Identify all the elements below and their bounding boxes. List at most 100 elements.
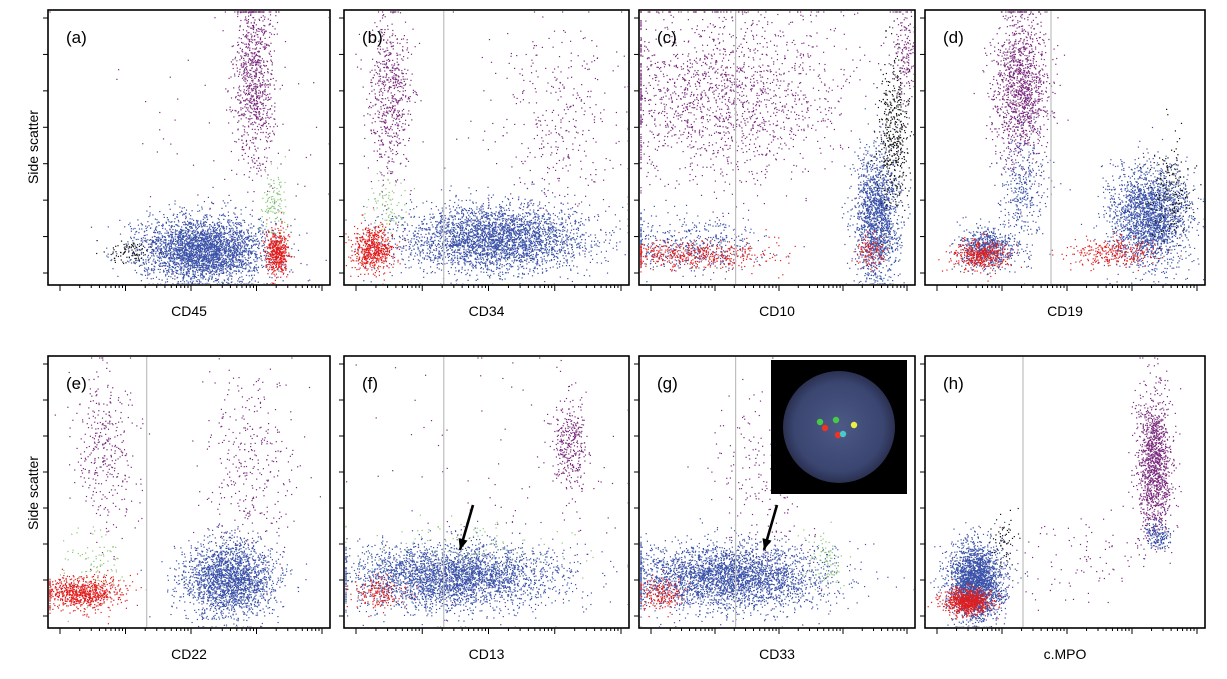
point (275, 264, 277, 266)
point (187, 224, 189, 226)
point (157, 248, 159, 250)
point (262, 197, 264, 199)
point (258, 50, 260, 52)
point (204, 267, 206, 269)
point (188, 244, 190, 247)
point (201, 234, 203, 236)
point (213, 160, 215, 162)
point (134, 257, 136, 260)
point (192, 270, 194, 272)
point (172, 258, 174, 260)
point (160, 250, 162, 252)
point (245, 53, 247, 55)
point (247, 72, 249, 74)
point (195, 262, 197, 264)
point (210, 272, 212, 274)
point (217, 278, 219, 280)
point (171, 231, 173, 234)
point (200, 277, 202, 279)
point (269, 108, 271, 111)
point (163, 214, 165, 216)
point (223, 250, 225, 252)
point (243, 68, 246, 70)
point (223, 228, 225, 230)
point (245, 144, 247, 147)
point (277, 240, 279, 243)
point (222, 272, 224, 274)
point (210, 247, 212, 249)
point (208, 268, 210, 270)
point (274, 212, 277, 214)
point (242, 256, 244, 258)
point (197, 224, 199, 226)
point (251, 89, 253, 91)
point (218, 258, 220, 260)
point (223, 245, 225, 247)
point (194, 283, 196, 284)
point (181, 243, 183, 245)
point (189, 243, 191, 245)
point (215, 257, 217, 259)
point (230, 111, 232, 113)
point (220, 263, 222, 265)
point (261, 103, 263, 105)
cluster-red-3 (259, 212, 295, 284)
point (185, 259, 187, 261)
point (148, 215, 150, 218)
point (193, 283, 195, 284)
point (266, 246, 268, 248)
point (217, 257, 219, 259)
point (253, 83, 255, 85)
point (269, 126, 271, 128)
point (268, 255, 270, 257)
point (141, 239, 143, 241)
point (281, 239, 283, 242)
point (253, 239, 255, 241)
point (258, 123, 260, 125)
point (195, 226, 197, 228)
point (213, 246, 215, 248)
point (256, 84, 258, 86)
point (260, 71, 262, 73)
point (286, 276, 288, 278)
point (248, 101, 250, 103)
point (233, 236, 235, 238)
point (243, 112, 245, 115)
point (212, 266, 214, 268)
point (276, 250, 278, 252)
point (246, 72, 248, 74)
point (195, 237, 197, 239)
point (140, 251, 143, 253)
point (164, 244, 167, 246)
point (249, 98, 251, 100)
point (241, 225, 243, 227)
point (237, 242, 239, 244)
point (133, 242, 135, 244)
point (247, 46, 250, 48)
point (267, 183, 270, 185)
point (236, 238, 238, 240)
point (202, 245, 204, 247)
point (204, 249, 206, 251)
point (206, 233, 208, 235)
point (221, 235, 223, 237)
point (196, 261, 198, 263)
point (265, 264, 267, 267)
point (185, 272, 188, 274)
point (258, 167, 260, 169)
point (278, 252, 280, 254)
point (208, 246, 210, 248)
point (254, 61, 256, 63)
point (263, 64, 265, 66)
point (177, 240, 179, 243)
point (113, 249, 115, 251)
point (187, 220, 189, 222)
point (154, 241, 157, 243)
point (221, 242, 223, 244)
point (191, 210, 193, 212)
point (270, 206, 272, 209)
point (284, 268, 286, 270)
point (241, 276, 243, 278)
point (223, 262, 225, 264)
point (188, 248, 190, 250)
